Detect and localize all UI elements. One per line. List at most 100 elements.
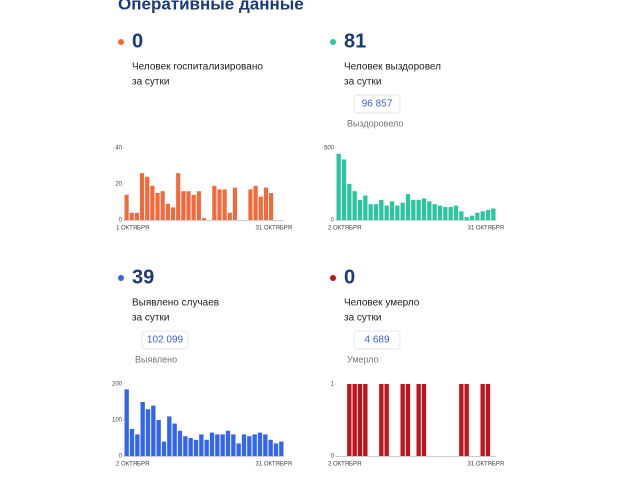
x-tick-label: 2 ОКТЯБРЯ [328,462,361,468]
status-dot [330,39,336,45]
total-caption: Умерло [347,354,379,364]
x-tick-label: 31 ОКТЯБРЯ [255,226,292,232]
bar [432,204,437,220]
total: 96 857 [362,99,393,110]
bar [172,423,177,456]
bar [188,438,193,456]
bar [193,439,199,456]
caption: Человек выздоровел [344,62,441,73]
y-tick-label: 0 [331,218,335,224]
y-tick-label: 100 [112,418,123,424]
y-tick-label: 0 [119,218,123,224]
bar [231,434,236,456]
bar [437,205,443,220]
bar [186,191,191,220]
caption: за сутки [344,77,381,88]
bar [400,384,405,456]
stat-number: 0 [344,266,355,288]
x-tick-label: 31 ОКТЯБРЯ [467,462,504,468]
bar [475,212,480,220]
bar [464,217,469,220]
bar [347,184,352,220]
bar [199,434,204,456]
bar [352,384,357,456]
bar [379,199,384,220]
bar [480,211,485,220]
stat-number: 81 [344,30,366,52]
bar [480,384,485,456]
bar [196,191,201,220]
bar [183,436,188,456]
bar [268,439,273,456]
total-box [353,94,401,114]
total-box [141,330,189,350]
bar [357,199,363,220]
bar [222,189,227,220]
bar [191,194,196,220]
bar [165,203,170,220]
bar [336,153,341,220]
y-tick-label: 200 [112,382,123,388]
status-dot [330,275,336,281]
bar [427,201,432,220]
bar [215,434,220,456]
bar [248,189,253,220]
bar [232,187,238,220]
bar [269,193,274,220]
total: 4 689 [364,335,389,346]
bar [139,173,145,220]
y-tick-label: 500 [324,146,335,152]
status-dot [118,39,124,45]
bar [124,389,129,456]
bar [140,402,145,456]
bar [177,430,183,456]
bar [273,443,279,456]
bar [252,434,257,456]
caption: Человек госпитализировано [132,62,263,73]
bar [341,159,347,220]
bar [236,443,241,456]
stat-number: 0 [132,30,143,52]
total-box [353,330,401,350]
bar [225,430,231,456]
bar [464,384,469,456]
bar [220,434,225,456]
total: 102 099 [147,335,184,346]
bar [129,212,134,220]
status-dot [118,275,124,281]
x-tick-label: 2 ОКТЯБРЯ [328,226,361,232]
bar [405,384,411,456]
y-tick-label: 0 [119,454,123,460]
bar [253,185,258,220]
bar [485,209,491,220]
bar [357,384,363,456]
bar [263,187,269,220]
caption: за сутки [132,313,169,324]
bar [395,205,400,220]
bar [421,384,427,456]
bar [167,416,172,456]
caption: Человек умерло [344,298,420,309]
bar [416,384,421,456]
bar [485,384,491,456]
bar [161,441,167,456]
bar [263,434,268,456]
x-tick-label: 1 ОКТЯБРЯ [116,226,149,232]
bar [204,439,209,456]
y-tick-label: 20 [115,182,122,188]
bar [201,218,207,220]
x-tick-label: 31 ОКТЯБРЯ [467,226,504,232]
bar [212,185,217,220]
bar [411,199,416,220]
bar [491,208,496,220]
bar [459,384,464,456]
bar [416,199,421,220]
bar [459,211,464,220]
bar [405,194,411,220]
bar [421,198,427,220]
bar [384,205,389,220]
total-caption: Выздоровело [347,118,403,128]
bar [247,436,252,456]
x-tick-label: 31 ОКТЯБРЯ [255,462,292,468]
bar [145,176,150,220]
